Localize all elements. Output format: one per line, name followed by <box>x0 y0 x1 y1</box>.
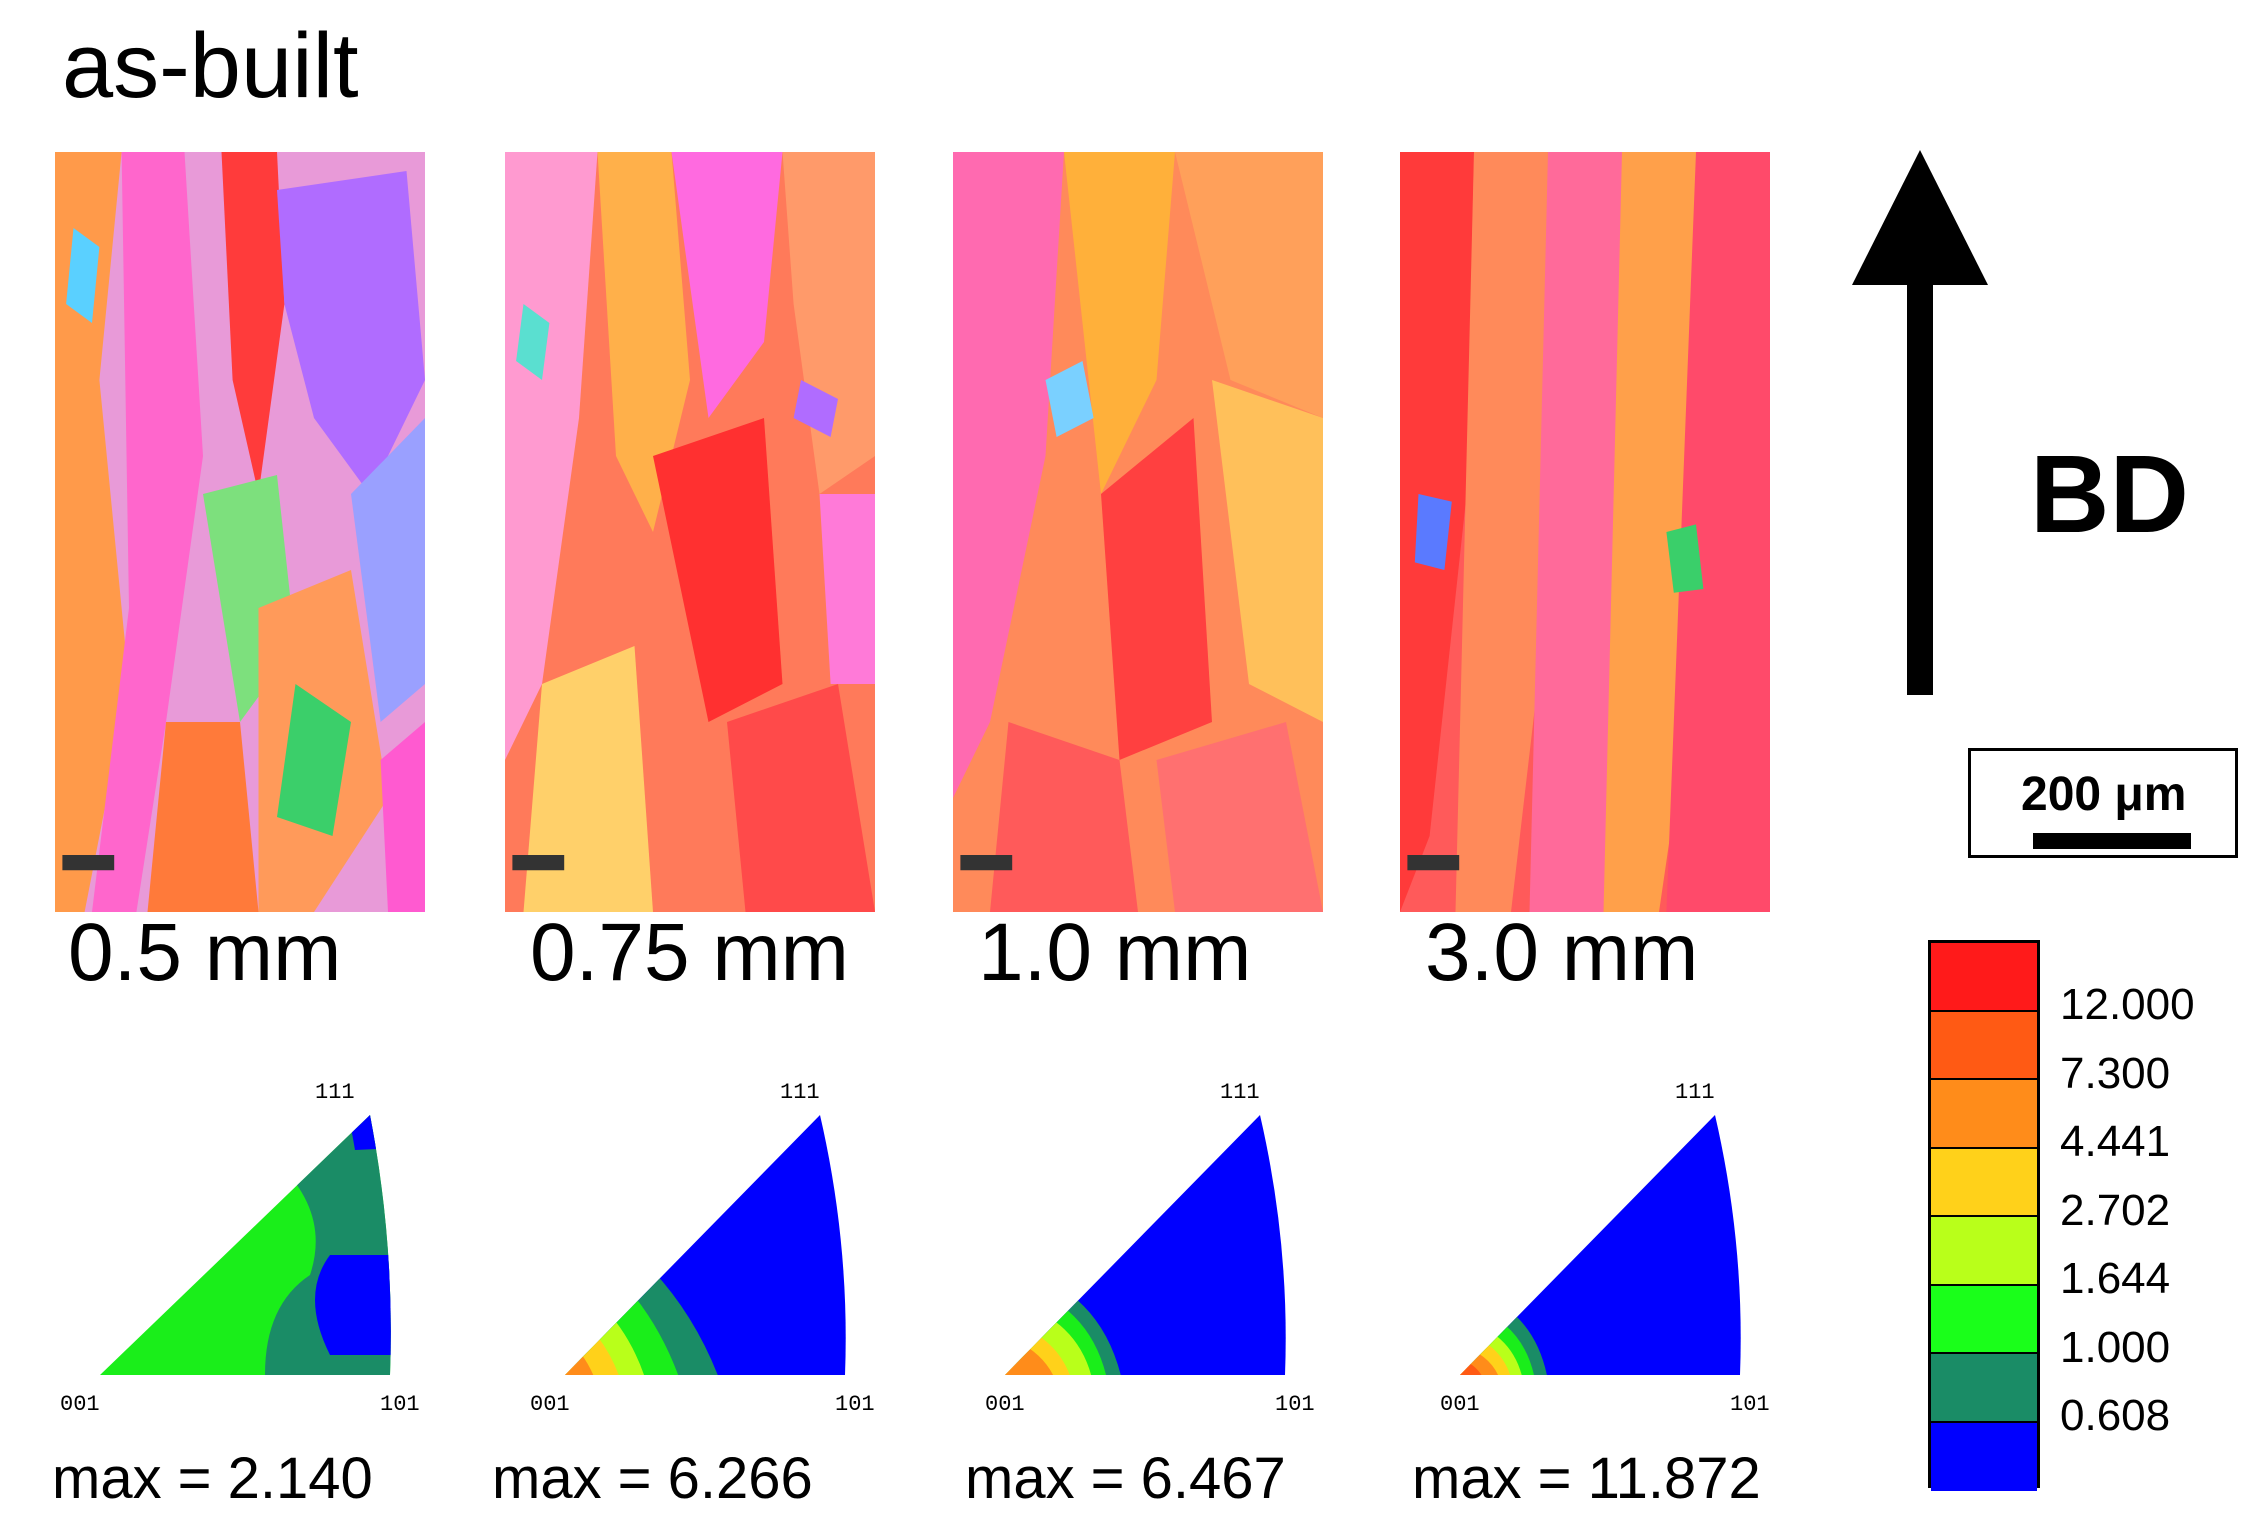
corner-label: 101 <box>380 1392 420 1417</box>
sample-size-label: 1.0 mm <box>978 907 1252 998</box>
corner-label: 001 <box>60 1392 100 1417</box>
sample-size-label: 0.5 mm <box>68 907 342 998</box>
corner-label: 101 <box>835 1392 875 1417</box>
legend-value: 4.441 <box>2060 1117 2171 1166</box>
corner-label: 101 <box>1275 1392 1315 1417</box>
legend-swatch <box>1931 1080 2037 1149</box>
legend-value: 1.000 <box>2060 1322 2171 1372</box>
figure-title: as-built <box>62 15 359 117</box>
inverse-pole-figure-0.5mm: 111 001 101 <box>40 1065 460 1425</box>
color-legend <box>1928 940 2040 1491</box>
max-intensity-label: max = 2.140 <box>52 1446 373 1511</box>
inverse-pole-figure-0.75mm: 111 001 101 <box>525 1065 945 1425</box>
legend-swatch <box>1931 943 2037 1012</box>
legend-swatch <box>1931 1285 2037 1354</box>
max-intensity-label: max = 6.266 <box>492 1446 813 1511</box>
legend-value: 2.702 <box>2060 1185 2171 1235</box>
ebsd-map-1.0mm <box>953 152 1323 912</box>
scale-bar-line <box>2033 833 2191 849</box>
corner-label: 111 <box>1220 1080 1260 1105</box>
legend-swatch <box>1931 1217 2037 1286</box>
legend-swatch <box>1931 1422 2037 1491</box>
max-intensity-label: max = 6.467 <box>965 1446 1286 1511</box>
corner-label: 111 <box>1675 1080 1715 1105</box>
corner-label: 001 <box>985 1392 1025 1417</box>
ebsd-map-0.5mm <box>55 152 425 912</box>
corner-label: 001 <box>1440 1392 1480 1417</box>
sample-size-label: 3.0 mm <box>1425 907 1699 998</box>
build-direction-label: BD <box>2030 433 2189 556</box>
legend-value: 0.608 <box>2060 1391 2171 1440</box>
sample-size-label: 0.75 mm <box>530 907 849 998</box>
legend-value: 12.000 <box>2060 980 2195 1029</box>
scale-bar: 200 μm <box>1968 748 2238 858</box>
ebsd-map-0.75mm <box>505 152 875 912</box>
up-arrow-icon <box>1852 150 1988 695</box>
legend-swatch <box>1931 1011 2037 1080</box>
scale-bar-label: 200 μm <box>2021 768 2187 821</box>
corner-label: 001 <box>530 1392 570 1417</box>
inverse-pole-figure-1.0mm: 111 001 101 <box>985 1065 1405 1425</box>
max-intensity-label: max = 11.872 <box>1412 1446 1761 1511</box>
legend-swatch <box>1931 1148 2037 1217</box>
corner-label: 111 <box>780 1080 820 1105</box>
corner-label: 111 <box>315 1080 355 1105</box>
corner-label: 101 <box>1730 1392 1770 1417</box>
legend-value: 1.644 <box>2060 1254 2171 1303</box>
ebsd-map-3.0mm <box>1400 152 1770 912</box>
legend-swatch <box>1931 1354 2037 1423</box>
inverse-pole-figure-3.0mm: 111 001 101 <box>1440 1065 1860 1425</box>
legend-value: 7.300 <box>2060 1048 2171 1098</box>
